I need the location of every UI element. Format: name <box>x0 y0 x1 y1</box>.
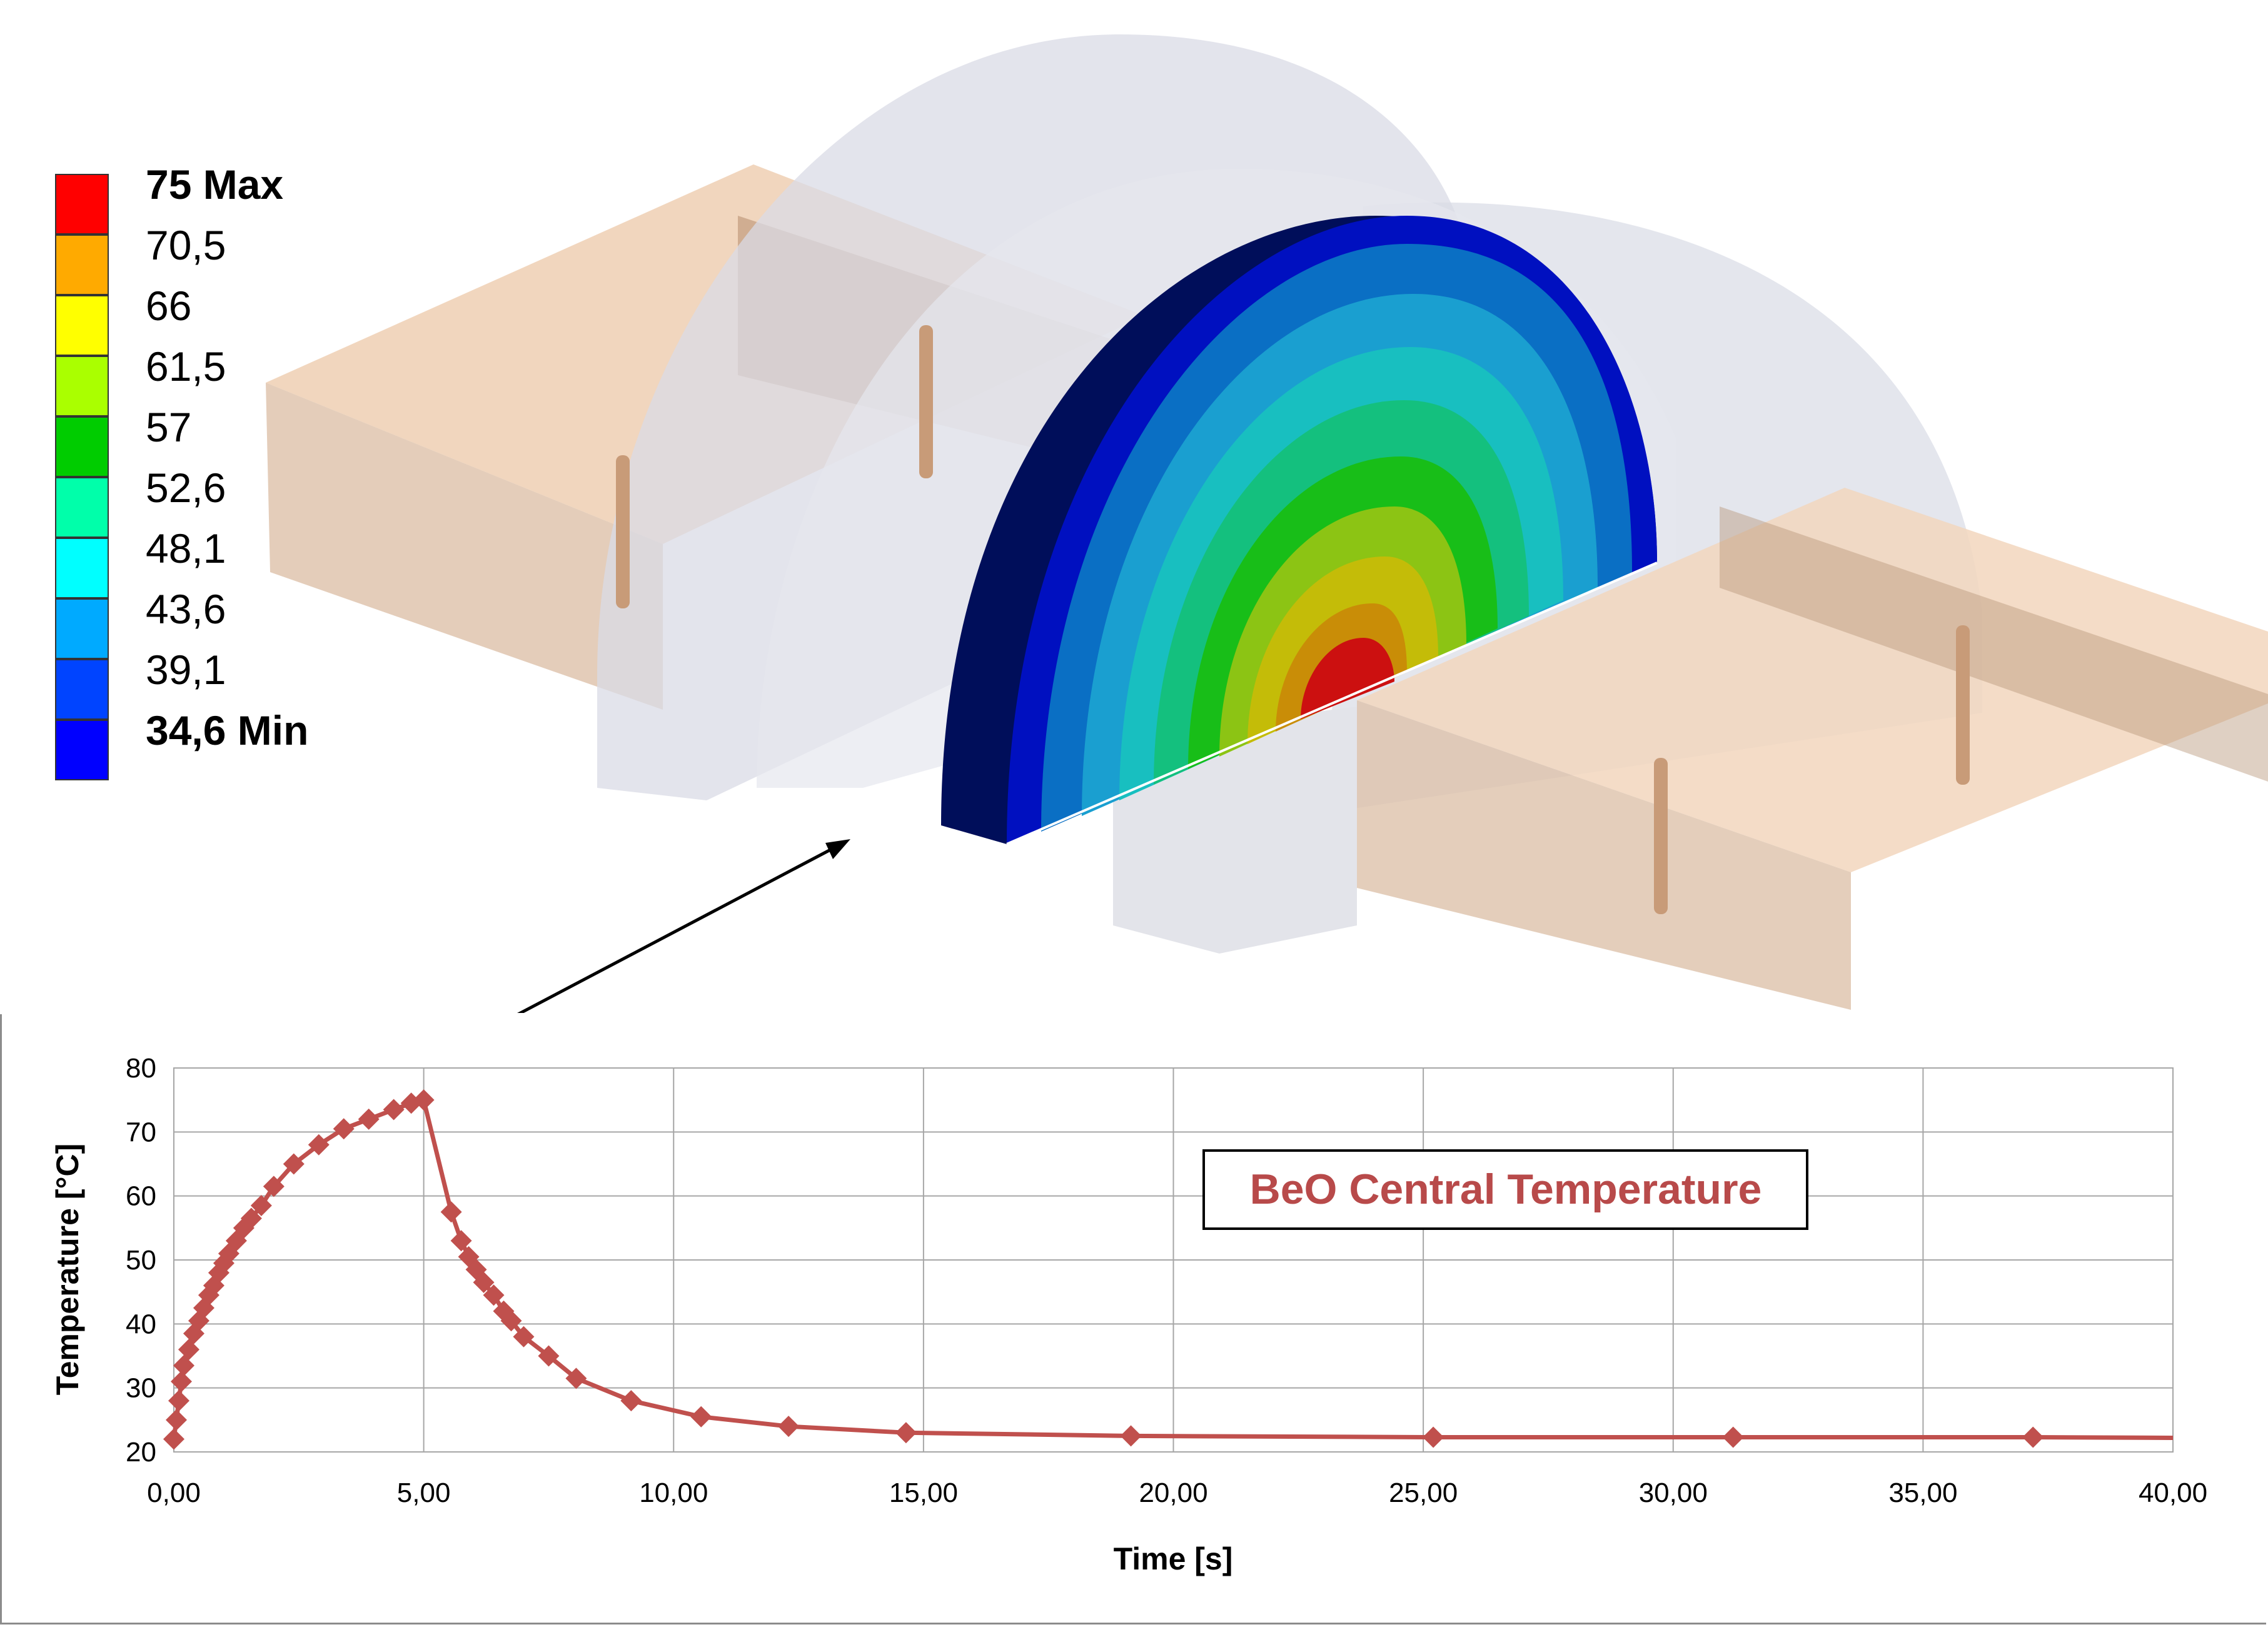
legend-label: 66 <box>146 283 192 329</box>
pin-2 <box>919 325 933 478</box>
peak-pointer-line <box>517 842 842 1013</box>
legend-label: 43,6 <box>146 586 226 632</box>
peak-pointer-arrowhead <box>825 839 850 859</box>
left-block-front <box>266 383 663 710</box>
legend-label: 57 <box>146 404 192 450</box>
legend-swatch <box>55 538 109 598</box>
legend-label: 52,6 <box>146 465 226 511</box>
legend-swatch <box>55 295 109 356</box>
beo-temperature-contour <box>941 216 1657 844</box>
legend-swatch <box>55 720 109 780</box>
legend-swatch <box>55 174 109 234</box>
temperature-color-legend: 75 Max 70,5 66 61,5 57 52,6 48,1 43,6 39,1 34,6 M… <box>55 164 430 780</box>
pin-1 <box>616 455 630 608</box>
legend-label: 70,5 <box>146 222 226 268</box>
legend-swatch <box>55 659 109 720</box>
legend-label: 34,6 Min <box>146 707 309 753</box>
legend-label: 48,1 <box>146 525 226 572</box>
legend-swatch <box>55 598 109 659</box>
chart-frame <box>0 1014 2266 1624</box>
pin-3 <box>1654 758 1668 914</box>
legend-swatch <box>55 356 109 416</box>
right-block-top <box>1357 488 2268 872</box>
legend-swatch <box>55 234 109 295</box>
legend-swatch <box>55 477 109 538</box>
legend-label: 61,5 <box>146 343 226 390</box>
legend-label: 39,1 <box>146 647 226 693</box>
right-block-front <box>1357 700 1851 1010</box>
legend-swatch <box>55 416 109 477</box>
pin-4 <box>1956 625 1970 785</box>
cut-plane-edge <box>1006 562 1658 845</box>
thermal-model-3d-render <box>266 34 2268 1013</box>
right-block-slot <box>1720 506 2268 782</box>
legend-label: 75 Max <box>146 161 284 208</box>
